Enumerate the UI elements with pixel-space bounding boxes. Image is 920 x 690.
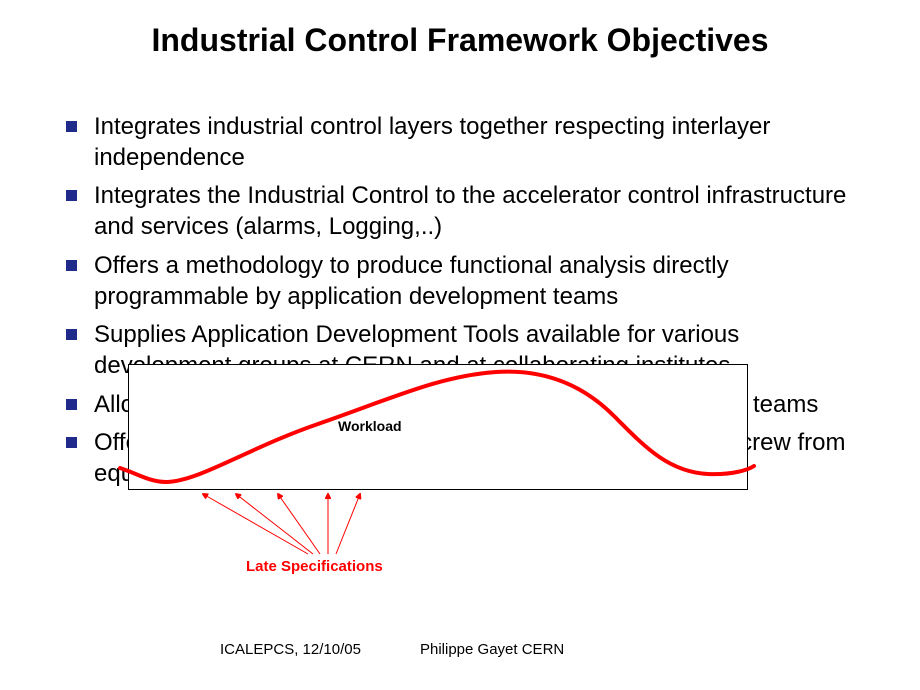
arrow-line bbox=[336, 494, 360, 554]
bullet-text: Integrates the Industrial Control to the… bbox=[94, 182, 846, 240]
slide-title: Industrial Control Framework Objectives bbox=[0, 22, 920, 59]
footer-conference: ICALEPCS, 12/10/05 bbox=[220, 641, 361, 658]
arrow-line bbox=[278, 494, 320, 554]
workload-label: Workload bbox=[338, 418, 402, 434]
late-specifications-label: Late Specifications bbox=[246, 558, 383, 575]
footer-author: Philippe Gayet CERN bbox=[420, 641, 564, 658]
bullet-text: Offers a methodology to produce function… bbox=[94, 252, 729, 310]
list-item: Offers a methodology to produce function… bbox=[62, 251, 862, 312]
list-item: Integrates industrial control layers tog… bbox=[62, 112, 862, 173]
list-item: Integrates the Industrial Control to the… bbox=[62, 181, 862, 242]
workload-chart bbox=[128, 364, 748, 490]
arrow-line bbox=[203, 494, 308, 554]
workload-curve bbox=[120, 372, 754, 482]
late-spec-arrows bbox=[203, 494, 360, 554]
bullet-text: Integrates industrial control layers tog… bbox=[94, 113, 770, 171]
arrow-line bbox=[236, 494, 313, 554]
slide: Industrial Control Framework Objectives … bbox=[0, 0, 920, 690]
